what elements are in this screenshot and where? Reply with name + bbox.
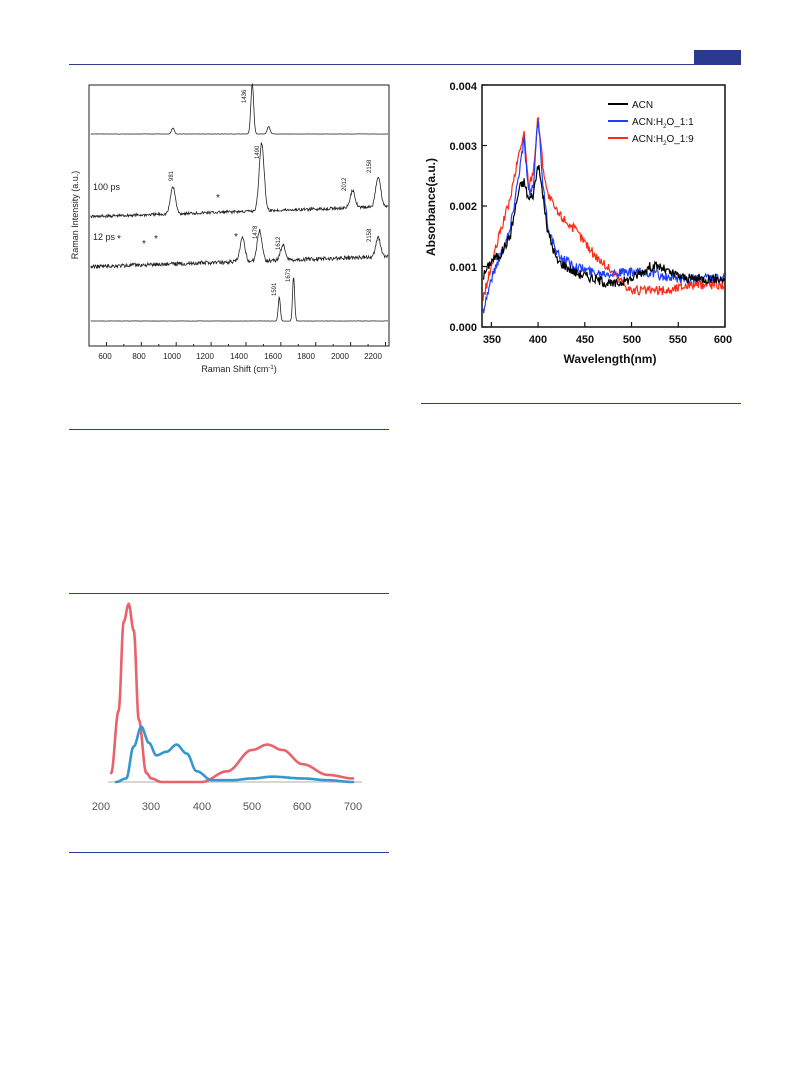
section-rule xyxy=(69,593,389,594)
raman-peak-label: 1478 xyxy=(253,225,259,239)
section-rule xyxy=(421,403,741,404)
raman-xtick: 2200 xyxy=(364,352,382,361)
raman-trace-label-100ps: 100 ps xyxy=(93,182,121,192)
raman-xtick: 800 xyxy=(132,352,146,361)
absorbance-series-line xyxy=(482,120,725,314)
spectra-series-line xyxy=(114,725,355,784)
absorbance-xlabel: Wavelength(nm) xyxy=(564,352,657,366)
raman-peak-label: 1673 xyxy=(286,268,292,282)
raman-xtick: 1000 xyxy=(163,352,181,361)
raman-marker: * xyxy=(117,234,121,245)
absorbance-xtick: 400 xyxy=(529,334,547,346)
section-rule xyxy=(69,429,389,430)
absorbance-tick-marks xyxy=(482,84,726,328)
absorbance-ytick: 0.002 xyxy=(449,201,477,213)
absorbance-ytick: 0.004 xyxy=(449,81,477,93)
raman-marker: * xyxy=(234,232,238,243)
absorbance-xtick: 450 xyxy=(576,334,594,346)
raman-peak-label: 1490 xyxy=(255,145,261,159)
raman-trace xyxy=(90,82,389,135)
raman-trace xyxy=(90,142,389,220)
absorbance-ytick: 0.001 xyxy=(449,262,477,274)
raman-xtick-marks xyxy=(105,342,387,346)
raman-plot-frame xyxy=(88,84,390,347)
raman-xtick: 1800 xyxy=(297,352,315,361)
spectra-series-line xyxy=(109,602,355,784)
absorbance-ytick: 0.003 xyxy=(449,141,477,153)
absorbance-xtick: 500 xyxy=(623,334,641,346)
raman-xtick: 2000 xyxy=(331,352,349,361)
spectra-xtick: 600 xyxy=(293,801,311,813)
absorbance-series-line xyxy=(482,164,725,288)
raman-xlabel-main: Raman Shift (cm xyxy=(201,364,268,374)
raman-peak-label: 1591 xyxy=(272,282,278,296)
section-rule xyxy=(69,852,389,853)
raman-xtick: 600 xyxy=(98,352,112,361)
raman-peak-label: 1436 xyxy=(242,89,248,103)
spectra-xtick: 300 xyxy=(142,801,160,813)
absorbance-xtick: 600 xyxy=(714,334,732,346)
absorbance-figure: Absorbance(a.u.) Wavelength(nm) 0.000 0.… xyxy=(424,81,732,366)
spectra-xtick: 200 xyxy=(92,801,110,813)
raman-peak-label: 2012 xyxy=(342,177,348,191)
legend-label-h2o-19: ACN:H2O_1:9 xyxy=(632,134,694,147)
raman-traces xyxy=(90,82,389,322)
raman-xlabel: Raman Shift (cm-1) xyxy=(201,364,276,374)
absorbance-series xyxy=(482,116,725,314)
raman-xtick: 1600 xyxy=(264,352,282,361)
raman-xtick: 1200 xyxy=(196,352,214,361)
raman-peak-label: 2158 xyxy=(367,228,373,242)
absorbance-xtick: 550 xyxy=(669,334,687,346)
raman-trace-label-12ps: 12 ps xyxy=(93,232,116,242)
absorbance-ylabel: Absorbance(a.u.) xyxy=(424,158,438,256)
legend-label-acn: ACN xyxy=(632,100,653,111)
raman-marker: * xyxy=(154,234,158,245)
raman-peak-label: 2158 xyxy=(367,159,373,173)
raman-trace xyxy=(90,277,388,322)
absorbance-legend: ACN ACN:H2O_1:1 ACN:H2O_1:9 xyxy=(608,100,694,147)
raman-peak-label: 981 xyxy=(169,170,175,181)
spectra-xtick: 400 xyxy=(193,801,211,813)
spectra-figure: 200 300 400 500 600 700 xyxy=(92,602,362,813)
absorbance-series-line xyxy=(482,116,725,302)
header-rule xyxy=(69,64,741,65)
header-color-block xyxy=(694,50,741,65)
raman-marker: * xyxy=(216,193,220,204)
raman-marker: * xyxy=(142,239,146,250)
raman-xtick: 1400 xyxy=(230,352,248,361)
spectra-xtick: 700 xyxy=(344,801,362,813)
absorbance-ytick: 0.000 xyxy=(449,322,477,334)
absorbance-xtick: 350 xyxy=(483,334,501,346)
raman-figure: Raman Intensity (a.u.) Raman Shift (cm-1… xyxy=(70,82,390,374)
raman-xlabel-sup: -1 xyxy=(268,365,274,371)
spectra-xtick: 500 xyxy=(243,801,261,813)
raman-ylabel: Raman Intensity (a.u.) xyxy=(70,171,80,260)
spectra-series xyxy=(109,602,355,784)
raman-xlabel-tail: ) xyxy=(274,364,277,374)
raman-peak-label: 1612 xyxy=(276,236,282,250)
legend-label-h2o-11: ACN:H2O_1:1 xyxy=(632,117,694,130)
raman-trace xyxy=(90,228,389,270)
